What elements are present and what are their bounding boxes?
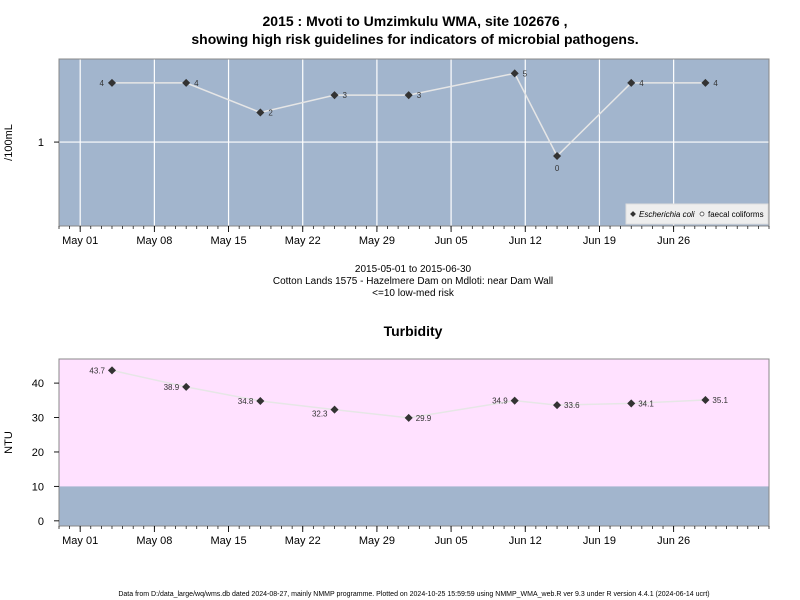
ecoli-data-label: 2: [268, 108, 273, 117]
turbidity-data-label: 34.9: [492, 397, 508, 406]
y-tick-label: 40: [32, 378, 44, 390]
ecoli-point: [553, 151, 562, 161]
y-tick-label: 0: [38, 516, 44, 528]
y-tick-label: 30: [32, 413, 44, 425]
turbidity-x-axis: May 01 May 08 May 15 May 22 May 29 Jun 05 Jun …: [58, 526, 770, 547]
ecoli-point: [627, 78, 636, 87]
x-tick-label: May 22: [285, 535, 321, 547]
x-tick-label: May 15: [211, 235, 247, 247]
legend-label-faecal-coliforms: faecal coliforms: [708, 210, 764, 219]
x-tick-label: May 15: [211, 535, 247, 547]
turbidity-title: Turbidity: [384, 323, 443, 339]
turbidity-point: [182, 382, 191, 391]
caption-date-range: 2015-05-01 to 2015-06-30: [355, 264, 472, 275]
x-tick-label: Jun 19: [583, 535, 616, 547]
x-tick-label: May 01: [62, 235, 98, 247]
x-tick-label: May 29: [359, 535, 395, 547]
x-tick-label: May 29: [359, 235, 395, 247]
turbidity-data-label: 43.7: [89, 366, 105, 375]
ecoli-data-label: 4: [194, 79, 199, 88]
ecoli-point: [182, 78, 191, 87]
x-tick-label: May 01: [62, 535, 98, 547]
y-tick-label: 10: [32, 481, 44, 493]
legend-diamond: [630, 211, 636, 217]
turbidity-point: [404, 413, 413, 422]
turbidity-point: [510, 396, 519, 405]
ecoli-data-label: 0: [555, 164, 560, 173]
ecoli-data-label: 5: [523, 69, 528, 78]
turbidity-data-label: 34.8: [238, 397, 254, 406]
ecoli-data-label: 3: [343, 91, 348, 100]
footer-note: Data from D:/data_large/wq/wms.db dated …: [118, 591, 709, 598]
ecoli-point: [510, 69, 519, 78]
legend-box: [625, 203, 769, 225]
turbidity-data-label: 32.3: [312, 410, 328, 419]
microbial-x-axis: May 01 May 08 May 15 May 22 May 29 Jun 05 Jun …: [58, 226, 770, 247]
x-tick-label: Jun 19: [583, 235, 616, 247]
turbidity-data-label: 35.1: [712, 396, 728, 405]
x-tick-label: Jun 26: [657, 535, 690, 547]
microbial-y-axis-label: /100mL: [3, 124, 15, 161]
ecoli-data-label: 4: [100, 79, 105, 88]
ecoli-point: [107, 78, 117, 87]
turbidity-data-label: 29.9: [416, 414, 432, 423]
turbidity-high-risk-band: [59, 359, 769, 487]
x-tick-label: Jun 26: [657, 235, 690, 247]
x-tick-label: May 08: [136, 535, 172, 547]
turbidity-plot-frame: [58, 358, 770, 527]
x-tick-label: May 22: [285, 235, 321, 247]
ecoli-point: [701, 78, 710, 87]
legend-label-ecoli: Escherichia coli: [639, 210, 695, 219]
x-tick-label: Jun 12: [509, 235, 542, 247]
microbial-y-axis: 1: [38, 137, 59, 149]
turbidity-point: [330, 405, 339, 414]
ecoli-series-points: 4 4 2 3 3 5 0 4 4: [100, 69, 718, 173]
ecoli-data-label: 4: [713, 79, 718, 88]
caption-risk-guideline: <=10 low-med risk: [372, 288, 455, 299]
x-tick-label: Jun 05: [435, 235, 468, 247]
x-tick-label: Jun 05: [435, 535, 468, 547]
ecoli-data-label: 3: [417, 91, 422, 100]
caption-site-name: Cotton Lands 1575 - Hazelmere Dam on Mdl…: [273, 276, 553, 287]
turbidity-point: [553, 401, 562, 410]
chart-subtitle: showing high risk guidelines for indicat…: [191, 31, 638, 47]
turbidity-point: [701, 395, 710, 404]
y-tick-label: 1: [38, 137, 44, 149]
x-tick-label: May 08: [136, 235, 172, 247]
legend-marker-faecal-coliforms: [699, 211, 705, 217]
turbidity-point: [107, 366, 117, 375]
microbial-grid: [59, 59, 769, 226]
turbidity-point: [627, 399, 636, 408]
legend-circle: [699, 211, 705, 217]
microbial-legend: Escherichia coli faecal coliforms: [625, 203, 769, 225]
chart-title: 2015 : Mvoti to Umzimkulu WMA, site 1026…: [263, 13, 568, 29]
ecoli-point: [404, 91, 413, 100]
turbidity-data-label: 33.6: [564, 401, 580, 410]
turbidity-point: [256, 396, 265, 406]
turbidity-data-label: 38.9: [164, 383, 180, 392]
x-tick-label: Jun 12: [509, 535, 542, 547]
ecoli-point: [256, 108, 265, 117]
legend-marker-ecoli: [630, 211, 636, 217]
y-tick-label: 20: [32, 447, 44, 459]
ecoli-point: [330, 91, 339, 100]
turbidity-y-axis: 0 10 20 30 40: [32, 378, 59, 528]
turbidity-data-label: 34.1: [638, 399, 654, 408]
turbidity-y-axis-label: NTU: [3, 431, 15, 454]
turbidity-series-points: 43.7 38.9 34.8 32.3 29.9 34.9 33.6 34.1 35.1: [89, 366, 729, 423]
ecoli-data-label: 4: [639, 79, 644, 88]
